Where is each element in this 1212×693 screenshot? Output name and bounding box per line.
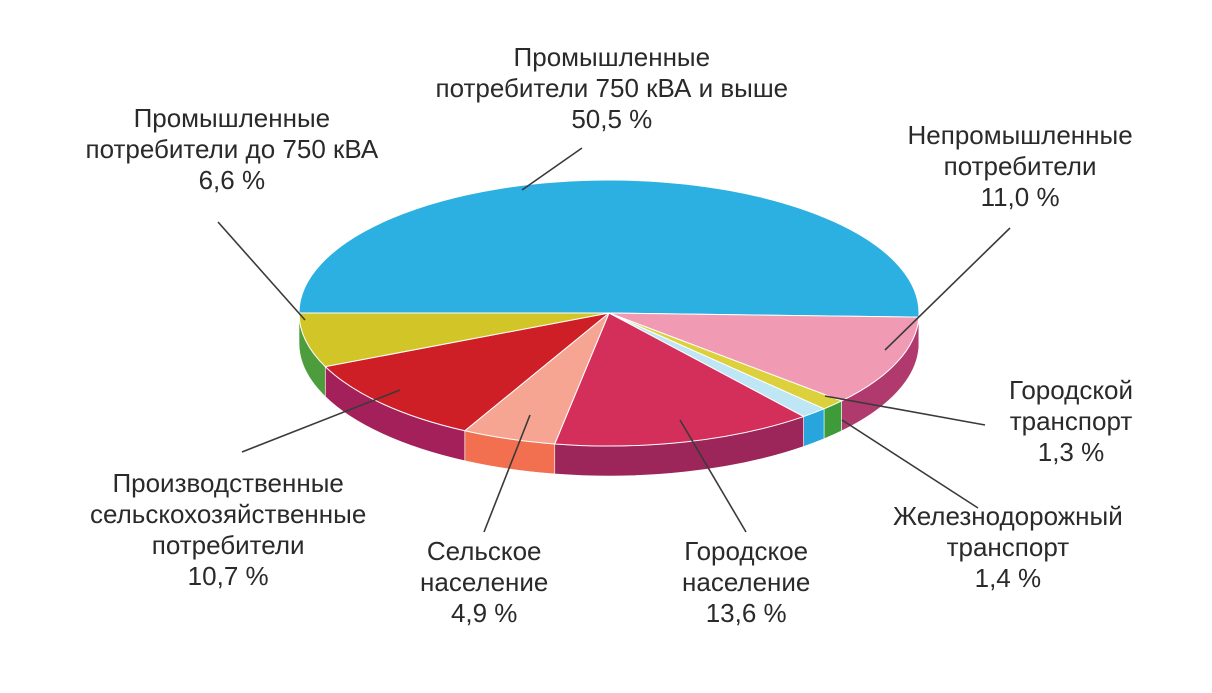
leader-line-7: [217, 221, 306, 321]
leader-line-5: [483, 414, 531, 533]
slice-label-line-2-1: транспорт: [1009, 406, 1133, 436]
slice-label-line-4-0: Городское: [684, 536, 809, 566]
slice-label-line-5-1: население: [420, 567, 549, 597]
slice-label-line-1-0: Непромышленные: [907, 120, 1133, 150]
leader-line-3: [841, 419, 979, 509]
slice-label-line-6-1: сельскохозяйственные: [90, 499, 367, 529]
pie-slice-6: [324, 312, 610, 432]
slice-label-1: Непромышленные потребители 11,0 %: [908, 120, 1133, 213]
pie-slice-1: [608, 312, 920, 402]
slice-label-0: Промышленные потребители 750 кВА и выше 50…: [436, 42, 789, 135]
leader-line-6: [241, 389, 401, 453]
slice-value-5: 4,9 %: [450, 598, 518, 628]
slice-label-4: Городское население 13,6 %: [682, 536, 810, 629]
slice-value-3: 1,4 %: [974, 563, 1042, 593]
slice-label-line-4-1: население: [682, 567, 811, 597]
slice-value-2: 1,3 %: [1037, 437, 1105, 467]
slice-label-line-6-2: потребители: [151, 530, 305, 560]
slice-value-4: 13,6 %: [705, 598, 787, 628]
pie-slice-0: [298, 179, 920, 318]
slice-label-3: Железнодорожный транспорт 1,4 %: [893, 501, 1123, 594]
slice-label-6: Производственные сельскохозяйственные потр…: [90, 468, 366, 592]
leader-line-1: [884, 227, 1011, 351]
slice-label-line-7-0: Промышленные: [133, 103, 331, 133]
slice-value-7: 6,6 %: [198, 165, 266, 195]
slice-label-line-7-1: потребители до 750 кВА: [85, 134, 379, 164]
slice-label-line-3-1: транспорт: [946, 532, 1070, 562]
slice-value-1: 11,0 %: [980, 182, 1060, 212]
leader-line-4: [679, 419, 747, 533]
slice-value-6: 10,7 %: [187, 561, 269, 591]
slice-value-0: 50,5 %: [571, 104, 653, 134]
slice-label-2: Городской транспорт 1,3 %: [1009, 375, 1133, 468]
leader-line-2: [824, 395, 986, 426]
slice-label-line-6-0: Производственные: [112, 468, 344, 498]
leader-line-0: [521, 147, 583, 191]
slice-label-5: Сельское население 4,9 %: [420, 536, 548, 629]
slice-label-line-2-0: Городской: [1009, 375, 1133, 405]
slice-label-7: Промышленные потребители до 750 кВА 6,6 %: [86, 103, 379, 196]
slice-label-line-1-1: потребители: [943, 151, 1097, 181]
slice-label-line-5-0: Сельское: [426, 536, 542, 566]
slice-label-line-3-0: Железнодорожный: [893, 501, 1123, 531]
slice-label-line-0-1: потребители 750 кВА и выше: [435, 73, 789, 103]
slice-label-line-0-0: Промышленные: [513, 42, 711, 72]
pie-slice-4: [554, 312, 805, 447]
